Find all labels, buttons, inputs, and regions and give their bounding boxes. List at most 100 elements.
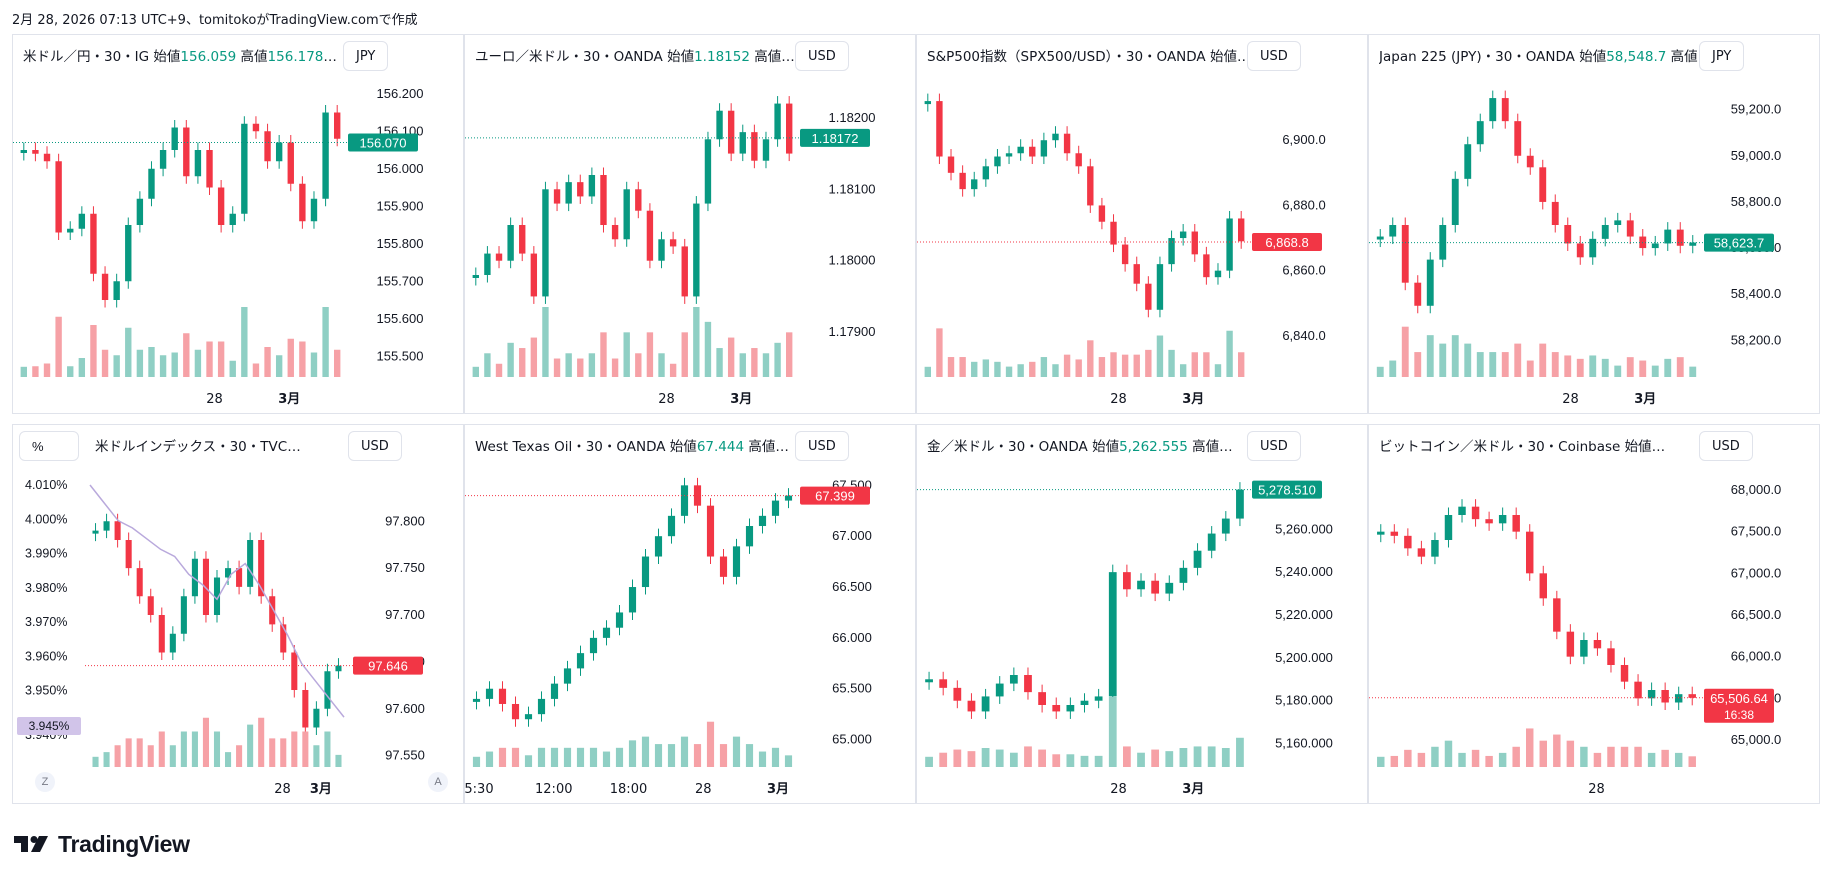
- chart-panel-2[interactable]: 1.18200 1.18100 1.18000 1.17900 1.18172 28 3月 ユ…: [464, 34, 916, 414]
- currency-button[interactable]: USD: [795, 41, 849, 71]
- candle-body: [693, 203, 700, 297]
- volume-bar: [1133, 354, 1140, 377]
- yield-line: [89, 484, 345, 718]
- volume-bar: [953, 749, 962, 767]
- volume-bar: [1593, 752, 1602, 767]
- volume-bar: [1040, 357, 1048, 377]
- volume-bar: [1566, 740, 1575, 767]
- candle-body: [1390, 531, 1399, 536]
- candle-body: [1417, 548, 1426, 557]
- volume-bar: [577, 358, 584, 377]
- volume-bar: [939, 752, 948, 767]
- candle-body: [275, 142, 283, 162]
- currency-button[interactable]: USD: [1247, 41, 1301, 71]
- volume-bar: [1464, 343, 1472, 377]
- volume-bar: [667, 744, 676, 767]
- volume-bar: [654, 744, 663, 767]
- volume-bar: [576, 747, 585, 767]
- candle-body: [623, 189, 630, 240]
- candle-body: [169, 633, 176, 653]
- candle-body: [1564, 225, 1572, 244]
- left-tick-label: 4.010%: [25, 478, 67, 492]
- candle-body: [1207, 533, 1216, 551]
- y-tick-label: 58,200.0: [1731, 332, 1782, 347]
- chart-panel-1[interactable]: 156.200 156.100 156.000 155.900 155.800 155.7…: [12, 34, 464, 414]
- footer-brand: TradingView: [58, 830, 190, 857]
- volume-bar: [252, 363, 260, 377]
- volume-bar: [202, 717, 209, 767]
- title-title-prefix: West Texas Oil・30・OANDA 始値: [475, 439, 697, 455]
- title-title-mid: 高値: [749, 49, 782, 65]
- auto-scale-button[interactable]: A: [428, 772, 448, 792]
- candle-body: [1094, 696, 1103, 701]
- candle-body: [1005, 153, 1013, 157]
- candle-body: [611, 225, 619, 240]
- volume-bar: [774, 342, 781, 377]
- percent-unit-button[interactable]: %: [19, 431, 79, 461]
- candle-body: [994, 156, 1001, 167]
- candle-body: [667, 515, 676, 537]
- volume-bar: [1094, 755, 1103, 767]
- candle-body: [1168, 238, 1175, 265]
- candle-body: [291, 652, 298, 690]
- volume-bar: [484, 353, 491, 377]
- volume-bar: [275, 355, 283, 377]
- volume-bar: [1121, 354, 1129, 377]
- volume-bar: [114, 745, 121, 767]
- candle-body: [576, 653, 585, 669]
- candle-body: [1133, 264, 1140, 284]
- volume-bar: [971, 361, 978, 377]
- chart-panel-8[interactable]: 68,000.0 67,500.0 67,000.0 66,500.0 66,000.0…: [1368, 424, 1820, 804]
- zoom-reset-button[interactable]: Z: [35, 772, 55, 792]
- chart-panel-6[interactable]: 67.500 67.000 66.500 66.000 65.500 65.000 67.3…: [464, 424, 916, 804]
- candle-body: [158, 615, 165, 653]
- currency-button[interactable]: USD: [1247, 431, 1301, 461]
- left-tick-label: 3.960%: [25, 649, 67, 663]
- currency-button[interactable]: USD: [795, 431, 849, 461]
- volume-bar: [20, 366, 27, 377]
- volume-bar: [1137, 752, 1145, 767]
- volume-bar: [1165, 751, 1174, 767]
- candle-body: [229, 213, 236, 225]
- currency-button[interactable]: USD: [1699, 431, 1753, 461]
- chart-panel-5[interactable]: 97.80097.75097.70097.65097.60097.5504.01…: [12, 424, 464, 804]
- chart-panel-3[interactable]: 6,900.0 6,880.0 6,860.0 6,840.0 6,868.8 28 3月 S…: [916, 34, 1368, 414]
- volume-bar: [784, 755, 793, 767]
- x-tick-label: 28: [1110, 392, 1127, 407]
- chart-panel-7[interactable]: 5,260.000 5,240.000 5,220.000 5,200.000 5,18…: [916, 424, 1368, 804]
- volume-bar: [967, 751, 976, 767]
- candle-body: [762, 139, 770, 161]
- volume-bar: [32, 366, 39, 377]
- volume-bar: [1123, 746, 1131, 767]
- volume-bar: [565, 353, 572, 377]
- candle-body: [1226, 218, 1233, 271]
- last-price-box: [800, 128, 870, 147]
- x-tick-label: 28: [1562, 392, 1579, 407]
- volume-bar: [716, 348, 723, 377]
- last-price-box: [1252, 232, 1322, 251]
- currency-button[interactable]: USD: [348, 431, 402, 461]
- volume-bar: [1038, 749, 1046, 767]
- volume-bar: [1207, 746, 1216, 767]
- chart-canvas: 6,900.0 6,880.0 6,860.0 6,840.0 6,868.8 28 3月: [917, 93, 1326, 407]
- chart-panel-4[interactable]: 59,200.059,000.058,800.058,600.058,400.0…: [1368, 34, 1820, 414]
- candle-body: [103, 521, 110, 531]
- volume-bar: [498, 747, 507, 767]
- candle-body: [1214, 270, 1222, 278]
- candle-body: [20, 150, 27, 153]
- volume-bar: [136, 738, 143, 767]
- volume-bar: [1676, 357, 1684, 377]
- volume-bar: [1238, 352, 1245, 377]
- volume-bar: [472, 756, 481, 767]
- currency-button[interactable]: JPY: [1699, 41, 1745, 71]
- volume-bar: [693, 307, 700, 377]
- candle-body: [925, 679, 933, 683]
- candle-body: [495, 253, 503, 261]
- volume-bar: [1063, 354, 1071, 377]
- y-tick-label: 155.800: [377, 236, 424, 251]
- candle-body: [995, 683, 1004, 697]
- currency-button[interactable]: JPY: [343, 41, 389, 71]
- y-tick-label: 66,500.0: [1731, 607, 1782, 622]
- candle-body: [1029, 146, 1036, 157]
- candle-body: [1137, 580, 1145, 590]
